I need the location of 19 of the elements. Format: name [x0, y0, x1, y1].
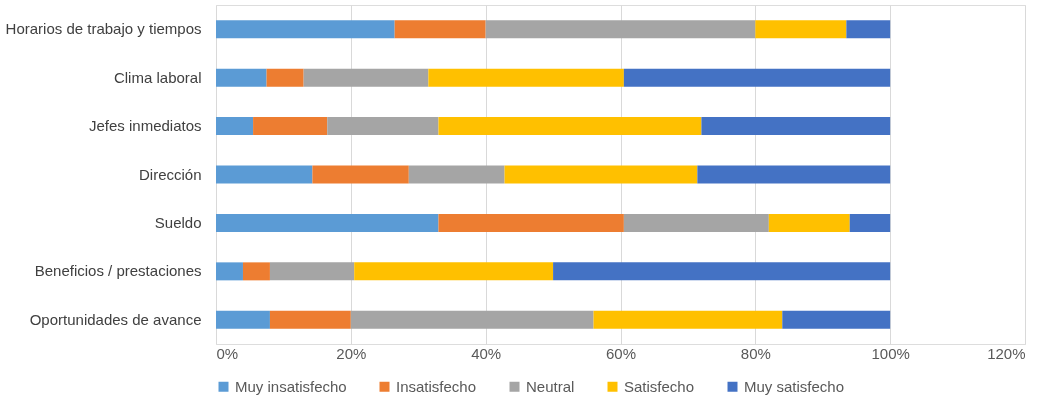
y-tick-label: Horarios de trabajo y tiempos — [5, 20, 202, 38]
x-tick-label: 100% — [871, 344, 910, 362]
legend-label: Muy insatisfecho — [235, 377, 347, 395]
legend-label: Neutral — [526, 377, 575, 395]
y-tick-label: Jefes inmediatos — [88, 117, 202, 135]
x-tick-label: 0% — [216, 344, 239, 362]
y-tick-label: Oportunidades de avance — [29, 310, 202, 328]
x-tick-label: 20% — [336, 344, 367, 362]
y-tick-label: Beneficios / prestaciones — [34, 262, 202, 280]
x-tick-label: 80% — [740, 344, 771, 362]
legend-label: Muy satisfecho — [744, 377, 845, 395]
y-tick-label: Sueldo — [154, 213, 202, 231]
legend-label: Insatisfecho — [396, 377, 477, 395]
x-tick-label: 40% — [471, 344, 502, 362]
x-tick-label: 60% — [605, 344, 637, 362]
y-tick-label: Clima laboral — [113, 68, 202, 86]
y-tick-label: Dirección — [138, 165, 202, 183]
x-tick-label: 120% — [987, 344, 1026, 362]
legend-label: Satisfecho — [624, 377, 695, 395]
